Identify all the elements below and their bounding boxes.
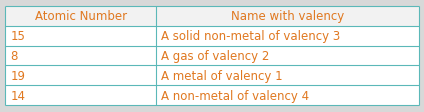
- Text: 8: 8: [10, 50, 17, 62]
- Text: A solid non-metal of valency 3: A solid non-metal of valency 3: [161, 30, 340, 43]
- Text: 19: 19: [10, 69, 25, 82]
- Bar: [5, 7, 156, 26]
- Text: Atomic Number: Atomic Number: [34, 10, 127, 23]
- Bar: [5, 66, 156, 86]
- Text: A metal of valency 1: A metal of valency 1: [161, 69, 283, 82]
- Text: Name with valency: Name with valency: [231, 10, 344, 23]
- Bar: [5, 46, 156, 66]
- Bar: [5, 26, 156, 46]
- Text: 14: 14: [10, 89, 25, 102]
- Text: 15: 15: [10, 30, 25, 43]
- Bar: [156, 7, 419, 26]
- Bar: [156, 46, 419, 66]
- Text: A gas of valency 2: A gas of valency 2: [161, 50, 270, 62]
- Text: A non-metal of valency 4: A non-metal of valency 4: [161, 89, 310, 102]
- Bar: [156, 26, 419, 46]
- Bar: [156, 66, 419, 86]
- Bar: [5, 86, 156, 105]
- Bar: [156, 86, 419, 105]
